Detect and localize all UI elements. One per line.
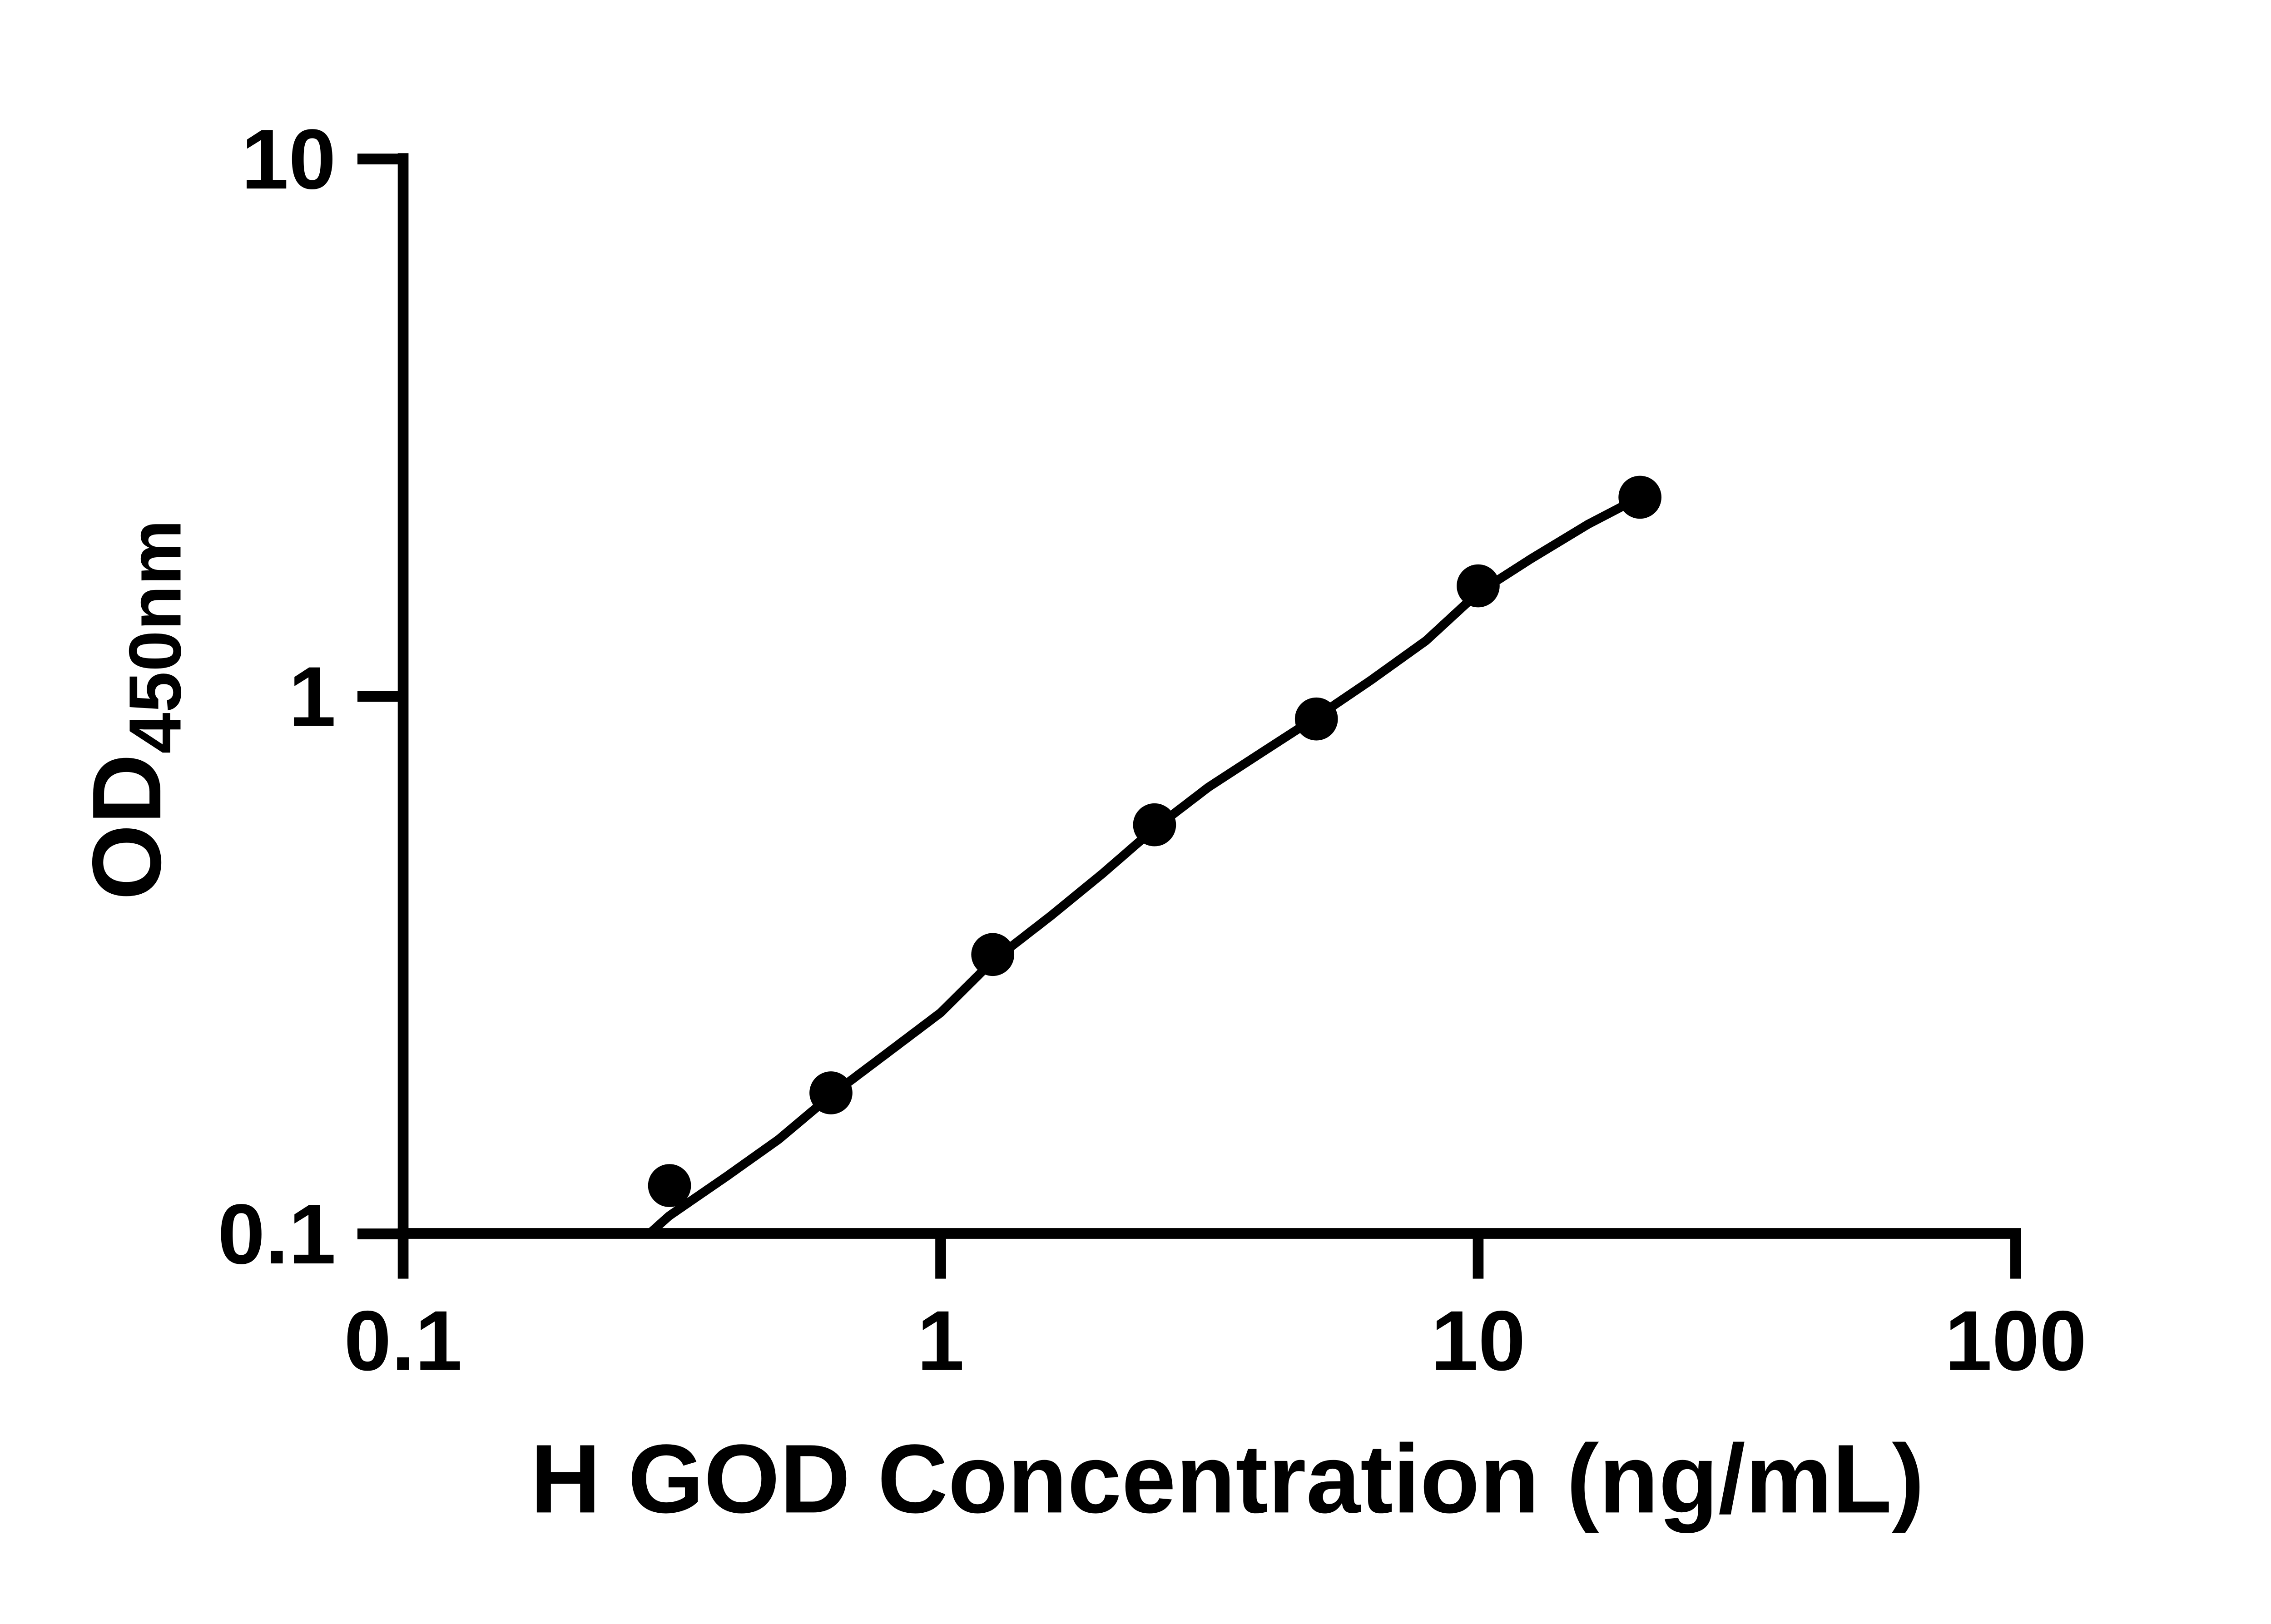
- y-tick-label-10: 10: [241, 111, 336, 207]
- x-tick-label-0.1: 0.1: [344, 1293, 462, 1388]
- fit-curve: [647, 493, 1645, 1236]
- data-point-1.25ng: [971, 933, 1015, 976]
- data-point-20ng: [1618, 475, 1661, 519]
- y-tick-label-0.1: 0.1: [218, 1186, 336, 1282]
- tick-labels: 10 1 0.10.1 1 10 100: [218, 111, 2087, 1388]
- data-point-0.625ng: [809, 1071, 853, 1114]
- x-axis-title: H GOD Concentration (ng/mL): [531, 1424, 1924, 1533]
- x-tick-label-10: 10: [1431, 1293, 1525, 1388]
- ticks: [357, 153, 2021, 1279]
- data-point-10ng: [1457, 564, 1500, 608]
- y-axis-title: OD450nm: [72, 520, 196, 900]
- axes: [397, 153, 2021, 1239]
- data-points: [648, 475, 1661, 1207]
- data-point-0.313ng: [648, 1164, 691, 1207]
- data-point-2.5ng: [1133, 803, 1176, 847]
- data-point-5ng: [1294, 697, 1338, 741]
- y-axis-title-subscript: 450nm: [114, 520, 196, 754]
- fit-curve-path: [647, 493, 1645, 1236]
- y-axis-title-main: OD: [72, 754, 181, 900]
- y-tick-label-1: 1: [288, 649, 336, 744]
- x-tick-label-100: 100: [1945, 1293, 2087, 1388]
- x-tick-label-1: 1: [917, 1293, 964, 1388]
